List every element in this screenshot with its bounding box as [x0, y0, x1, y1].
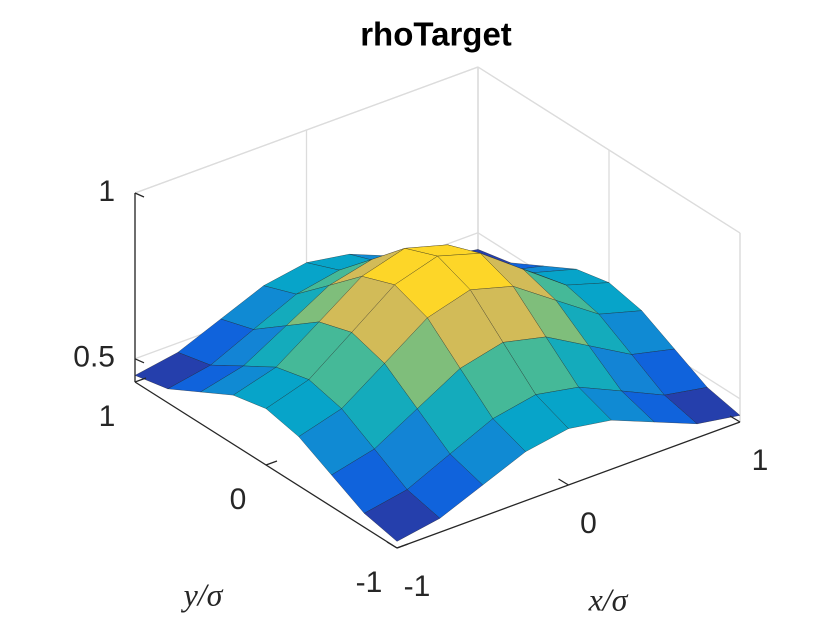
chart-title: rhoTarget	[360, 16, 512, 53]
x-tick-label: 0	[580, 507, 597, 540]
y-tick-label: 1	[99, 400, 116, 433]
x-tick-label: 1	[752, 444, 769, 477]
x-tick	[729, 415, 741, 423]
x-axis-label: x/σ	[588, 581, 629, 617]
z-tick	[134, 192, 145, 198]
x-tick	[558, 478, 569, 486]
surface-patch	[363, 489, 441, 542]
grid-line	[134, 66, 479, 194]
y-tick	[396, 543, 409, 549]
y-tick	[265, 460, 278, 466]
grid-line	[477, 66, 741, 234]
y-tick	[134, 377, 147, 383]
z-tick-label: 0.5	[73, 341, 115, 374]
x-tick-label: -1	[404, 570, 431, 603]
z-tick-label: 1	[98, 175, 115, 208]
y-tick-label: 0	[230, 483, 247, 516]
y-axis-label: y/σ	[181, 576, 224, 612]
z-tick	[134, 358, 145, 364]
x-tick	[386, 541, 398, 549]
y-tick-label: -1	[356, 566, 383, 599]
